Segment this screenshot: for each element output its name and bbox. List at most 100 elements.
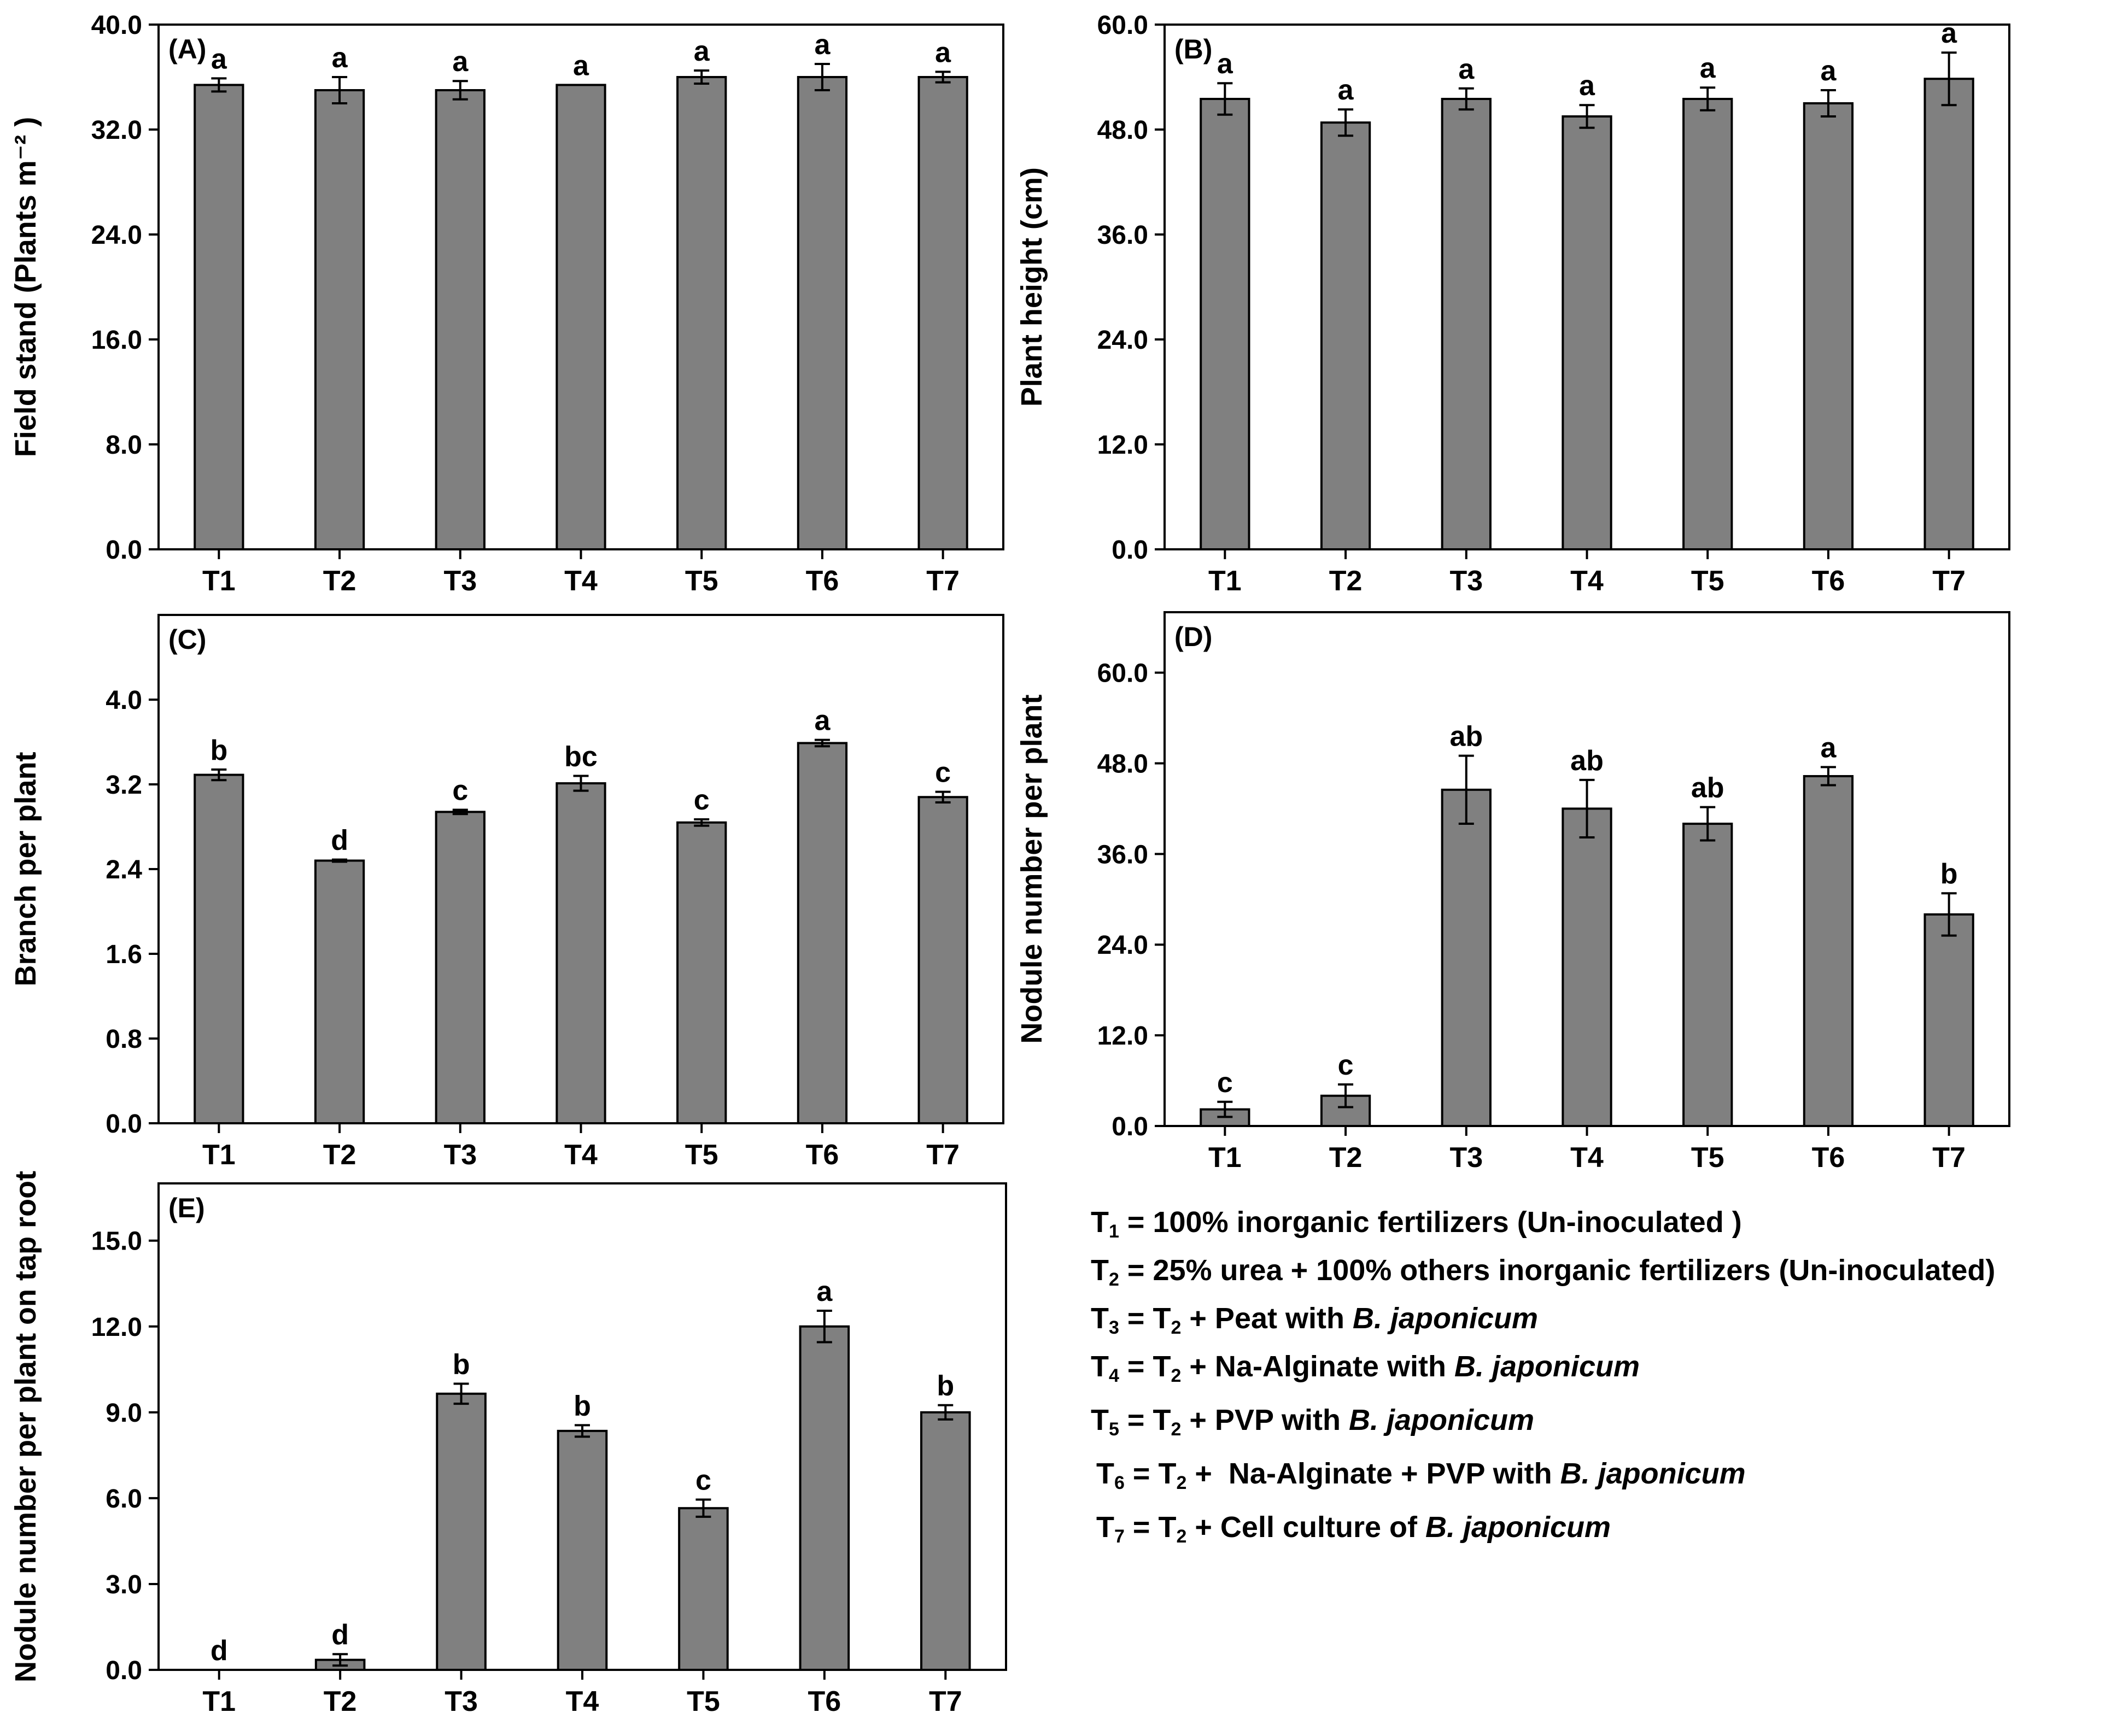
panel-d-bar-t3: [1441, 788, 1492, 1127]
panel-c-xtick-label-t7: T7: [926, 1139, 960, 1171]
panel-a-xtick-label-t1: T1: [202, 565, 236, 597]
panel-c-xtick-label-t4: T4: [564, 1139, 598, 1171]
panel-a-xtick-label-t2: T2: [323, 565, 356, 597]
panel-d-letter-t4: ab: [1570, 745, 1604, 777]
panel-d-xtick-label-t3: T3: [1449, 1142, 1483, 1174]
panel-e-xtick-label-t6: T6: [808, 1686, 841, 1717]
panel-b-letter-t1: a: [1217, 48, 1233, 80]
panel-a-ylabel: Field stand (Plants m⁻² ): [9, 117, 42, 458]
panel-c-bar-t3: [435, 811, 486, 1124]
panel-a-letter-t2: a: [332, 42, 348, 74]
panel-c-letter-t5: c: [694, 784, 710, 816]
panel-d-letter-t3: ab: [1449, 721, 1483, 753]
legend-item-t5: T5 = T2 + PVP with B. japonicum: [1091, 1404, 1535, 1440]
panel-c-ytick-label: 0.0: [106, 1110, 142, 1139]
panel-b-bar-t7: [1923, 78, 1974, 550]
panel-a-bar-t5: [676, 76, 727, 550]
panel-b-bar-t3: [1441, 98, 1492, 550]
panel-a-ytick-label: 24.0: [91, 221, 142, 250]
panel-a-letter-t5: a: [694, 36, 710, 67]
panel-d-xtick-label-t1: T1: [1208, 1142, 1242, 1174]
panel-d-bar-t7: [1923, 913, 1974, 1127]
panel-d-label: (D): [1174, 621, 1212, 652]
panel-e-bar-t3: [436, 1392, 487, 1672]
panel-d-xtick-label-t2: T2: [1329, 1142, 1363, 1174]
panel-e-letter-t7: b: [937, 1370, 954, 1402]
panel-e-ytick-label: 12.0: [91, 1313, 142, 1342]
panel-b-letter-t3: a: [1458, 54, 1475, 85]
panel-c-bar-t6: [797, 742, 848, 1124]
panel-d-ytick-label: 12.0: [1097, 1022, 1148, 1051]
panel-d-ytick-label: 60.0: [1097, 659, 1148, 688]
panel-e-xtick-label-t3: T3: [445, 1686, 478, 1717]
panel-b-ytick-label: 60.0: [1097, 11, 1148, 40]
panel-d-xtick-label-t4: T4: [1570, 1142, 1604, 1174]
legend-item-t6: T6 = T2 + Na-Alginate + PVP with B. japo…: [1096, 1457, 1746, 1493]
panel-b-ytick-label: 24.0: [1097, 326, 1148, 355]
legend-item-t2: T2 = 25% urea + 100% others inorganic fe…: [1091, 1254, 1996, 1290]
panel-a-letter-t3: a: [452, 46, 469, 78]
panel-c-xtick-label-t5: T5: [685, 1139, 718, 1171]
panel-b-ytick-label: 12.0: [1097, 431, 1148, 460]
panel-b-letter-t6: a: [1820, 55, 1837, 87]
panel-c-letter-t2: d: [331, 825, 348, 857]
panel-e-bar-t7: [920, 1411, 971, 1671]
panel-d-letter-t5: ab: [1691, 772, 1724, 804]
panel-b-xtick-label-t5: T5: [1691, 565, 1724, 597]
panel-b-letter-t7: a: [1941, 17, 1957, 49]
panel-e-bar-t5: [678, 1507, 729, 1671]
panel-a-xtick-label-t4: T4: [564, 565, 598, 597]
panel-b-bar-t1: [1200, 98, 1250, 550]
panel-c-ylabel: Branch per plant: [9, 752, 42, 986]
panel-c-bar-t5: [676, 821, 727, 1124]
legend-item-t7: T7 = T2 + Cell culture of B. japonicum: [1096, 1511, 1611, 1547]
panel-a-xtick-label-t5: T5: [685, 565, 718, 597]
panel-c-ytick-label: 2.4: [106, 855, 142, 884]
panel-e-ytick-label: 0.0: [106, 1656, 142, 1685]
panel-b-letter-t5: a: [1700, 52, 1716, 84]
panel-a-xtick-label-t7: T7: [926, 565, 960, 597]
panel-c-xtick-label-t3: T3: [443, 1139, 477, 1171]
panel-a-ytick-label: 8.0: [106, 431, 142, 460]
panel-d-ytick-label: 36.0: [1097, 840, 1148, 869]
panel-b-xtick-label-t6: T6: [1812, 565, 1845, 597]
panel-b-ytick-label: 48.0: [1097, 116, 1148, 145]
panel-a-bar-t3: [435, 89, 486, 550]
panel-e-xtick-label-t5: T5: [687, 1686, 720, 1717]
panel-e-bar-t6: [799, 1325, 850, 1671]
panel-c-ytick-label: 1.6: [106, 940, 142, 969]
panel-b-bar-t4: [1562, 115, 1612, 550]
panel-a-bar-t7: [917, 76, 968, 550]
panel-c-letter-t6: a: [814, 705, 831, 737]
panel-b-xtick-label-t3: T3: [1449, 565, 1483, 597]
panel-e-label: (E): [168, 1193, 205, 1223]
panel-b-bar-t5: [1682, 98, 1733, 550]
panel-b-bar-t2: [1320, 121, 1371, 550]
panel-e-xtick-label-t7: T7: [929, 1686, 962, 1717]
panel-d-xtick-label-t6: T6: [1812, 1142, 1845, 1174]
panel-c-bar-t7: [917, 796, 968, 1124]
panel-e-letter-t2: d: [331, 1619, 349, 1651]
panel-b-ytick-label: 36.0: [1097, 221, 1148, 250]
panel-a-letter-t6: a: [814, 29, 831, 61]
legend-item-t1: T1 = 100% inorganic fertilizers (Un-inoc…: [1091, 1206, 1742, 1242]
panel-a-ytick-label: 32.0: [91, 116, 142, 145]
panel-d-ylabel: Nodule number per plant: [1015, 694, 1048, 1043]
panel-a-letter-t7: a: [935, 37, 951, 68]
panel-a-bar-t4: [556, 84, 606, 550]
legend-item-t4: T4 = T2 + Na-Alginate with B. japonicum: [1091, 1350, 1640, 1386]
panel-c-xtick-label-t2: T2: [323, 1139, 356, 1171]
panel-d-bar-t6: [1803, 775, 1854, 1127]
panel-c-letter-t1: b: [210, 735, 227, 766]
panel-e-letter-t1: d: [210, 1635, 228, 1667]
panel-e-xtick-label-t2: T2: [324, 1686, 357, 1717]
panel-a-letter-t1: a: [211, 43, 227, 75]
legend-item-t3: T3 = T2 + Peat with B. japonicum: [1091, 1302, 1539, 1338]
panel-c-ytick-label: 3.2: [106, 771, 142, 800]
panel-e-ytick-label: 15.0: [91, 1227, 142, 1256]
panel-b-label: (B): [1174, 34, 1212, 64]
panel-b-letter-t4: a: [1579, 70, 1595, 102]
panel-c-bar-t1: [194, 773, 244, 1124]
panel-d-bar-t4: [1562, 807, 1612, 1127]
panel-e-ylabel: Nodule number per plant on tap root: [9, 1171, 42, 1682]
